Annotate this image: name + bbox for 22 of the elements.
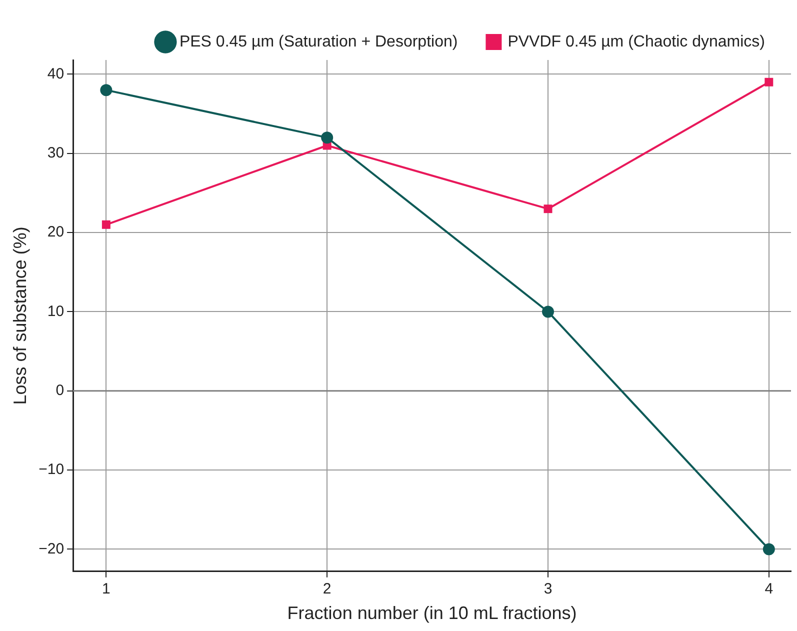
point xyxy=(762,543,775,556)
x-axis-title: Fraction number (in 10 mL fractions) xyxy=(287,603,577,624)
point xyxy=(764,78,774,86)
x-tick-label: 4 xyxy=(764,580,774,598)
y-tick-label: 20 xyxy=(47,224,64,241)
x-tick-label: 2 xyxy=(322,580,332,598)
x-tick-label: 1 xyxy=(102,580,110,598)
point xyxy=(544,204,552,214)
point xyxy=(542,306,554,318)
point xyxy=(102,220,110,229)
y-tick-label: 40 xyxy=(47,65,64,82)
y-tick-label: 10 xyxy=(47,302,64,320)
legend-label: PES 0.45 µm (Saturation + Desorption) xyxy=(179,33,458,50)
point xyxy=(100,84,112,96)
y-tick-label: 0 xyxy=(56,382,64,400)
y-tick-label: −20 xyxy=(38,540,64,558)
x-tick-label: 3 xyxy=(544,580,552,598)
legend-label: PVVDF 0.45 µm (Chaotic dynamics) xyxy=(508,33,765,50)
y-tick-label: 30 xyxy=(47,144,64,162)
y-axis-title: Loss of substance (%) xyxy=(10,226,30,405)
y-tick-label: −10 xyxy=(38,461,64,478)
point xyxy=(321,132,334,144)
